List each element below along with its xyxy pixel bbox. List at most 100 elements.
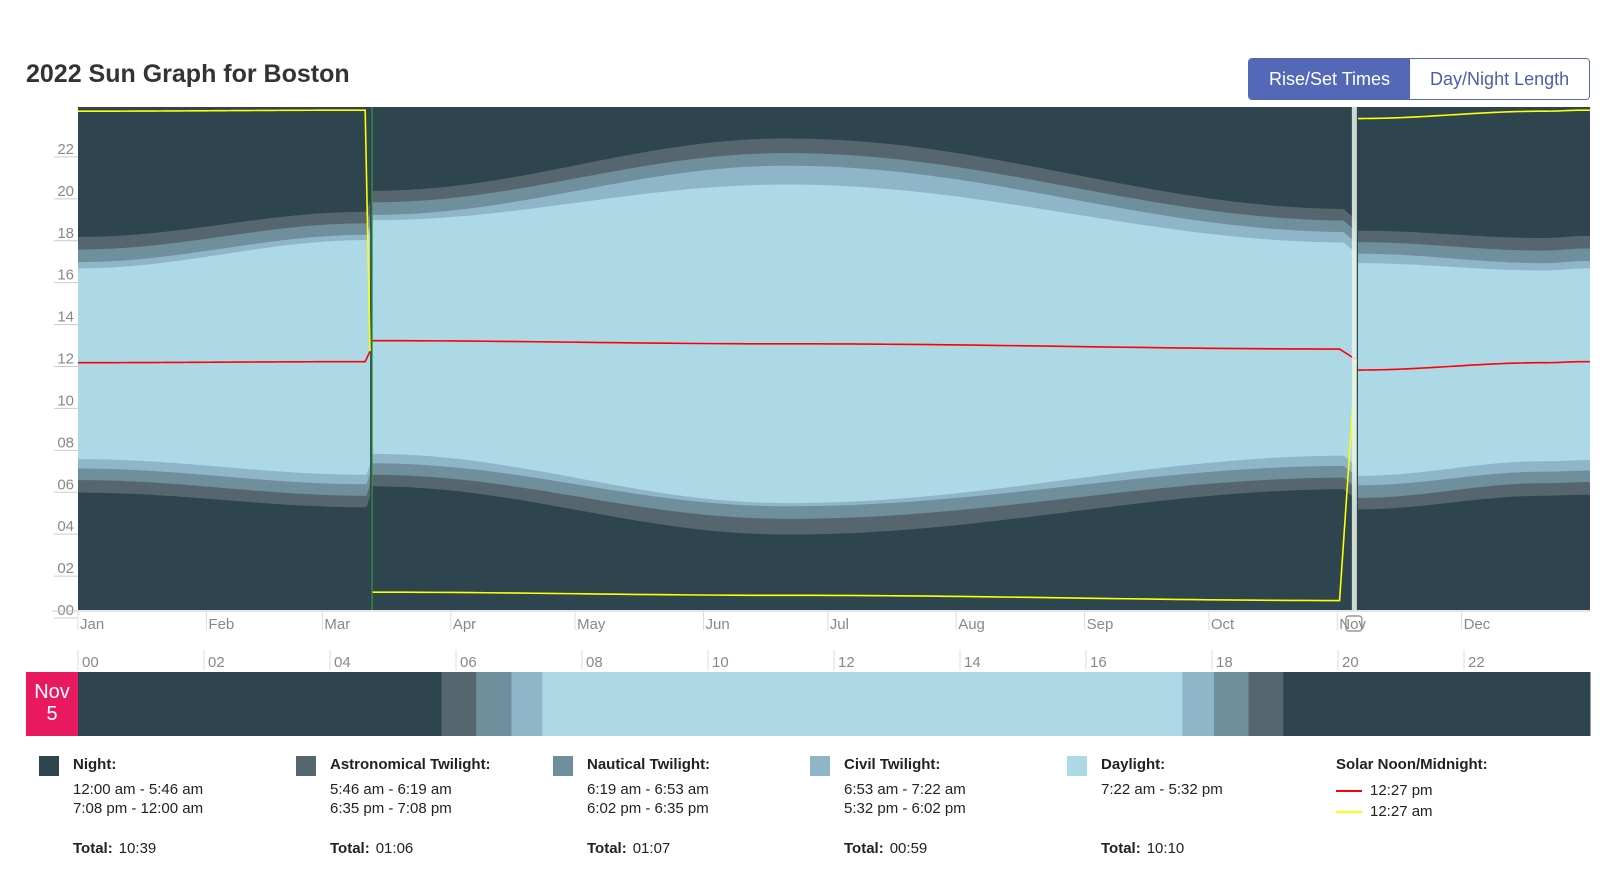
selected-day-badge: Nov 5 — [26, 672, 78, 736]
y-tick-label: 16 — [57, 267, 74, 284]
solar-midnight-line-3 — [1358, 109, 1590, 120]
hour-tick-label: 10 — [712, 654, 729, 671]
daylight-band-1 — [78, 230, 371, 475]
solar-midnight-row: 12:27 am — [1336, 801, 1488, 822]
timeline-segment-civil — [1182, 672, 1215, 736]
astronomical-label: Astronomical Twilight: — [330, 756, 491, 773]
x-tick-label: Apr — [453, 616, 476, 633]
solar-noon-row: 12:27 pm — [1336, 780, 1488, 801]
x-tick-label: Dec — [1464, 616, 1491, 633]
nautical-total-value: 01:07 — [632, 840, 671, 857]
civil-total-label: Total: — [844, 840, 884, 857]
x-tick-label: Jun — [706, 616, 730, 633]
night-label: Night: — [73, 756, 117, 773]
y-tick-label: 06 — [57, 476, 74, 493]
x-tick-label: Jul — [830, 616, 849, 633]
civil-range-2: 5:32 pm - 6:02 pm — [844, 800, 966, 817]
hour-tick-label: 22 — [1468, 654, 1485, 671]
solar-noon-line-icon — [1336, 790, 1362, 793]
y-tick-label: 22 — [57, 141, 74, 158]
y-tick-label: 18 — [57, 225, 74, 242]
day-night-length-tab[interactable]: Day/Night Length — [1410, 59, 1590, 99]
x-axis: Jan Feb Mar Apr May Jun Jul Aug Sep Oct Nov Dec — [52, 610, 1590, 633]
solar-label: Solar Noon/Midnight: — [1336, 756, 1488, 773]
current-day-handle-icon — [1345, 615, 1363, 632]
x-tick-label: Nov — [1339, 616, 1366, 633]
hour-tick-label: 14 — [964, 654, 981, 671]
civil-total-value: 00:59 — [889, 840, 928, 857]
night-total-label: Total: — [73, 840, 113, 857]
night-total-value: 10:39 — [118, 840, 157, 857]
nautical-total: Total: 01:07 — [587, 840, 670, 857]
solar-midnight-time: 12:27 am — [1370, 803, 1433, 820]
x-tick-label: Feb — [208, 616, 234, 633]
nautical-range-2: 6:02 pm - 6:35 pm — [587, 800, 709, 817]
hour-tick-label: 06 — [460, 654, 477, 671]
nautical-swatch — [553, 756, 573, 776]
current-day-marker — [1351, 107, 1357, 610]
daylight-total-value: 10:10 — [1146, 840, 1185, 857]
astronomical-range-1: 5:46 am - 6:19 am — [330, 781, 452, 798]
nautical-label: Nautical Twilight: — [587, 756, 711, 773]
timeline-segment-daylight — [542, 672, 1183, 736]
hour-tick-label: 08 — [586, 654, 603, 671]
hour-tick-label: 18 — [1216, 654, 1233, 671]
legend-astronomical: Astronomical Twilight: 5:46 am - 6:19 am… — [330, 756, 491, 818]
selected-day-month: Nov — [34, 681, 70, 703]
timeline-segment-astronomical — [1248, 672, 1284, 736]
daylight-total: Total: 10:10 — [1101, 840, 1184, 857]
astronomical-range-2: 6:35 pm - 7:08 pm — [330, 800, 452, 817]
timeline-segment-nautical — [476, 672, 512, 736]
solar-noon-time: 12:27 pm — [1370, 782, 1433, 799]
solar-midnight-line-2 — [372, 359, 1357, 602]
legend-nautical: Nautical Twilight: 6:19 am - 6:53 am 6:0… — [587, 756, 710, 818]
hour-tick-label: 04 — [334, 654, 351, 671]
night-range-2: 7:08 pm - 12:00 am — [73, 800, 204, 817]
day-timeline: 00 02 04 06 08 10 12 14 16 18 20 22 — [77, 650, 1591, 736]
y-tick-label: 04 — [57, 518, 74, 535]
y-tick-label: 02 — [57, 560, 74, 577]
x-tick-label: Oct — [1211, 616, 1235, 633]
hour-tick-label: 00 — [82, 654, 99, 671]
y-tick-label: 12 — [57, 351, 74, 368]
legend-night: Night: 12:00 am - 5:46 am 7:08 pm - 12:0… — [73, 756, 203, 818]
x-tick-label: Sep — [1087, 616, 1114, 633]
daylight-swatch — [1067, 756, 1087, 776]
timeline-segment-civil — [511, 672, 543, 736]
y-tick-label: 10 — [57, 392, 74, 409]
solar-noon-line-1 — [77, 350, 371, 364]
legend-civil: Civil Twilight: 6:53 am - 7:22 am 5:32 p… — [844, 756, 966, 818]
hour-tick-label: 16 — [1090, 654, 1107, 671]
daylight-range-1: 7:22 am - 5:32 pm — [1101, 781, 1223, 798]
night-range-1: 12:00 am - 5:46 am — [73, 781, 204, 798]
solar-noon-line-2 — [372, 339, 1357, 361]
x-tick-label: Mar — [324, 616, 350, 633]
daylight-label: Daylight: — [1101, 756, 1166, 773]
view-toggle[interactable]: Rise/Set Times Day/Night Length — [1248, 58, 1591, 100]
astronomical-total-value: 01:06 — [375, 840, 414, 857]
solar-midnight-line-1 — [77, 109, 371, 352]
hour-tick-label: 20 — [1342, 654, 1359, 671]
timeline-segment-night — [1283, 672, 1591, 736]
y-tick-label: 08 — [57, 434, 74, 451]
civil-range-1: 6:53 am - 7:22 am — [844, 781, 966, 798]
legend-solar: Solar Noon/Midnight: 12:27 pm 12:27 am — [1336, 756, 1488, 822]
daylight-total-label: Total: — [1101, 840, 1141, 857]
x-tick-label: Aug — [958, 616, 985, 633]
rise-set-times-tab[interactable]: Rise/Set Times — [1249, 59, 1411, 99]
civil-label: Civil Twilight: — [844, 756, 941, 773]
selected-day-number: 5 — [46, 703, 58, 725]
hour-tick-label: 12 — [838, 654, 855, 671]
timeline-segment-nautical — [1213, 672, 1250, 736]
page-title: 2022 Sun Graph for Boston — [26, 60, 350, 88]
civil-swatch — [810, 756, 830, 776]
y-tick-label: 20 — [57, 183, 74, 200]
solar-noon-line-3 — [1358, 360, 1590, 371]
hour-tick-label: 02 — [208, 654, 225, 671]
astronomical-total: Total: 01:06 — [330, 840, 413, 857]
y-tick-label: 14 — [57, 309, 74, 326]
nautical-range-1: 6:19 am - 6:53 am — [587, 781, 709, 798]
civil-total: Total: 00:59 — [844, 840, 927, 857]
